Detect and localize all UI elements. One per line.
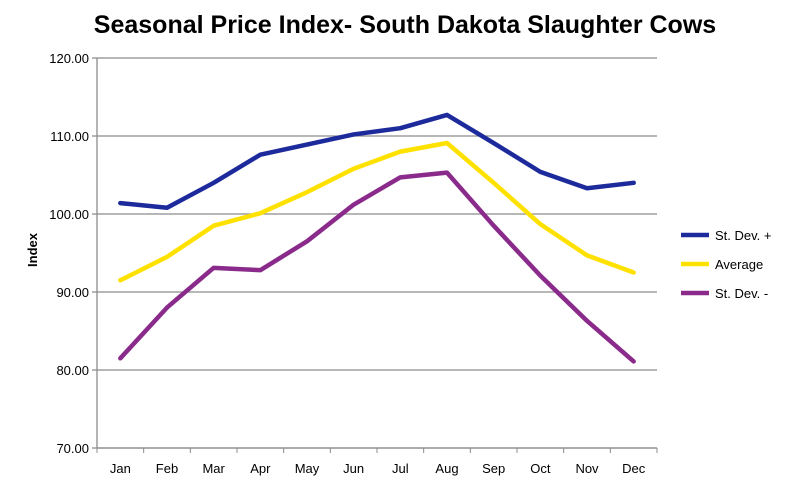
x-tick-label: Jun [343, 461, 364, 476]
x-tick-label: Oct [530, 461, 551, 476]
x-tick-label: Mar [202, 461, 225, 476]
y-tick-label: 80.00 [56, 363, 89, 378]
legend-label: St. Dev. + [715, 228, 771, 243]
y-tick-label: 100.00 [49, 207, 89, 222]
x-tick-label: Dec [622, 461, 646, 476]
legend-label: Average [715, 257, 763, 272]
x-tick-label: Feb [156, 461, 178, 476]
x-tick-label: Jul [392, 461, 409, 476]
series-line-0 [118, 112, 636, 211]
x-tick-label: Apr [250, 461, 271, 476]
x-tick-label: Jan [110, 461, 131, 476]
y-tick-label: 110.00 [50, 129, 89, 144]
legend-label: St. Dev. - [715, 286, 768, 301]
series-line-2 [118, 170, 636, 364]
y-axis-label: Index [25, 232, 40, 267]
series-line-1 [118, 140, 636, 283]
x-tick-label: Sep [482, 461, 505, 476]
y-tick-label: 90.00 [56, 285, 89, 300]
x-tick-label: Nov [575, 461, 599, 476]
y-tick-label: 120.00 [49, 51, 89, 66]
x-tick-label: May [295, 461, 320, 476]
x-tick-label: Aug [435, 461, 458, 476]
y-tick-label: 70.00 [56, 441, 89, 456]
chart-title: Seasonal Price Index- South Dakota Slaug… [94, 11, 716, 39]
